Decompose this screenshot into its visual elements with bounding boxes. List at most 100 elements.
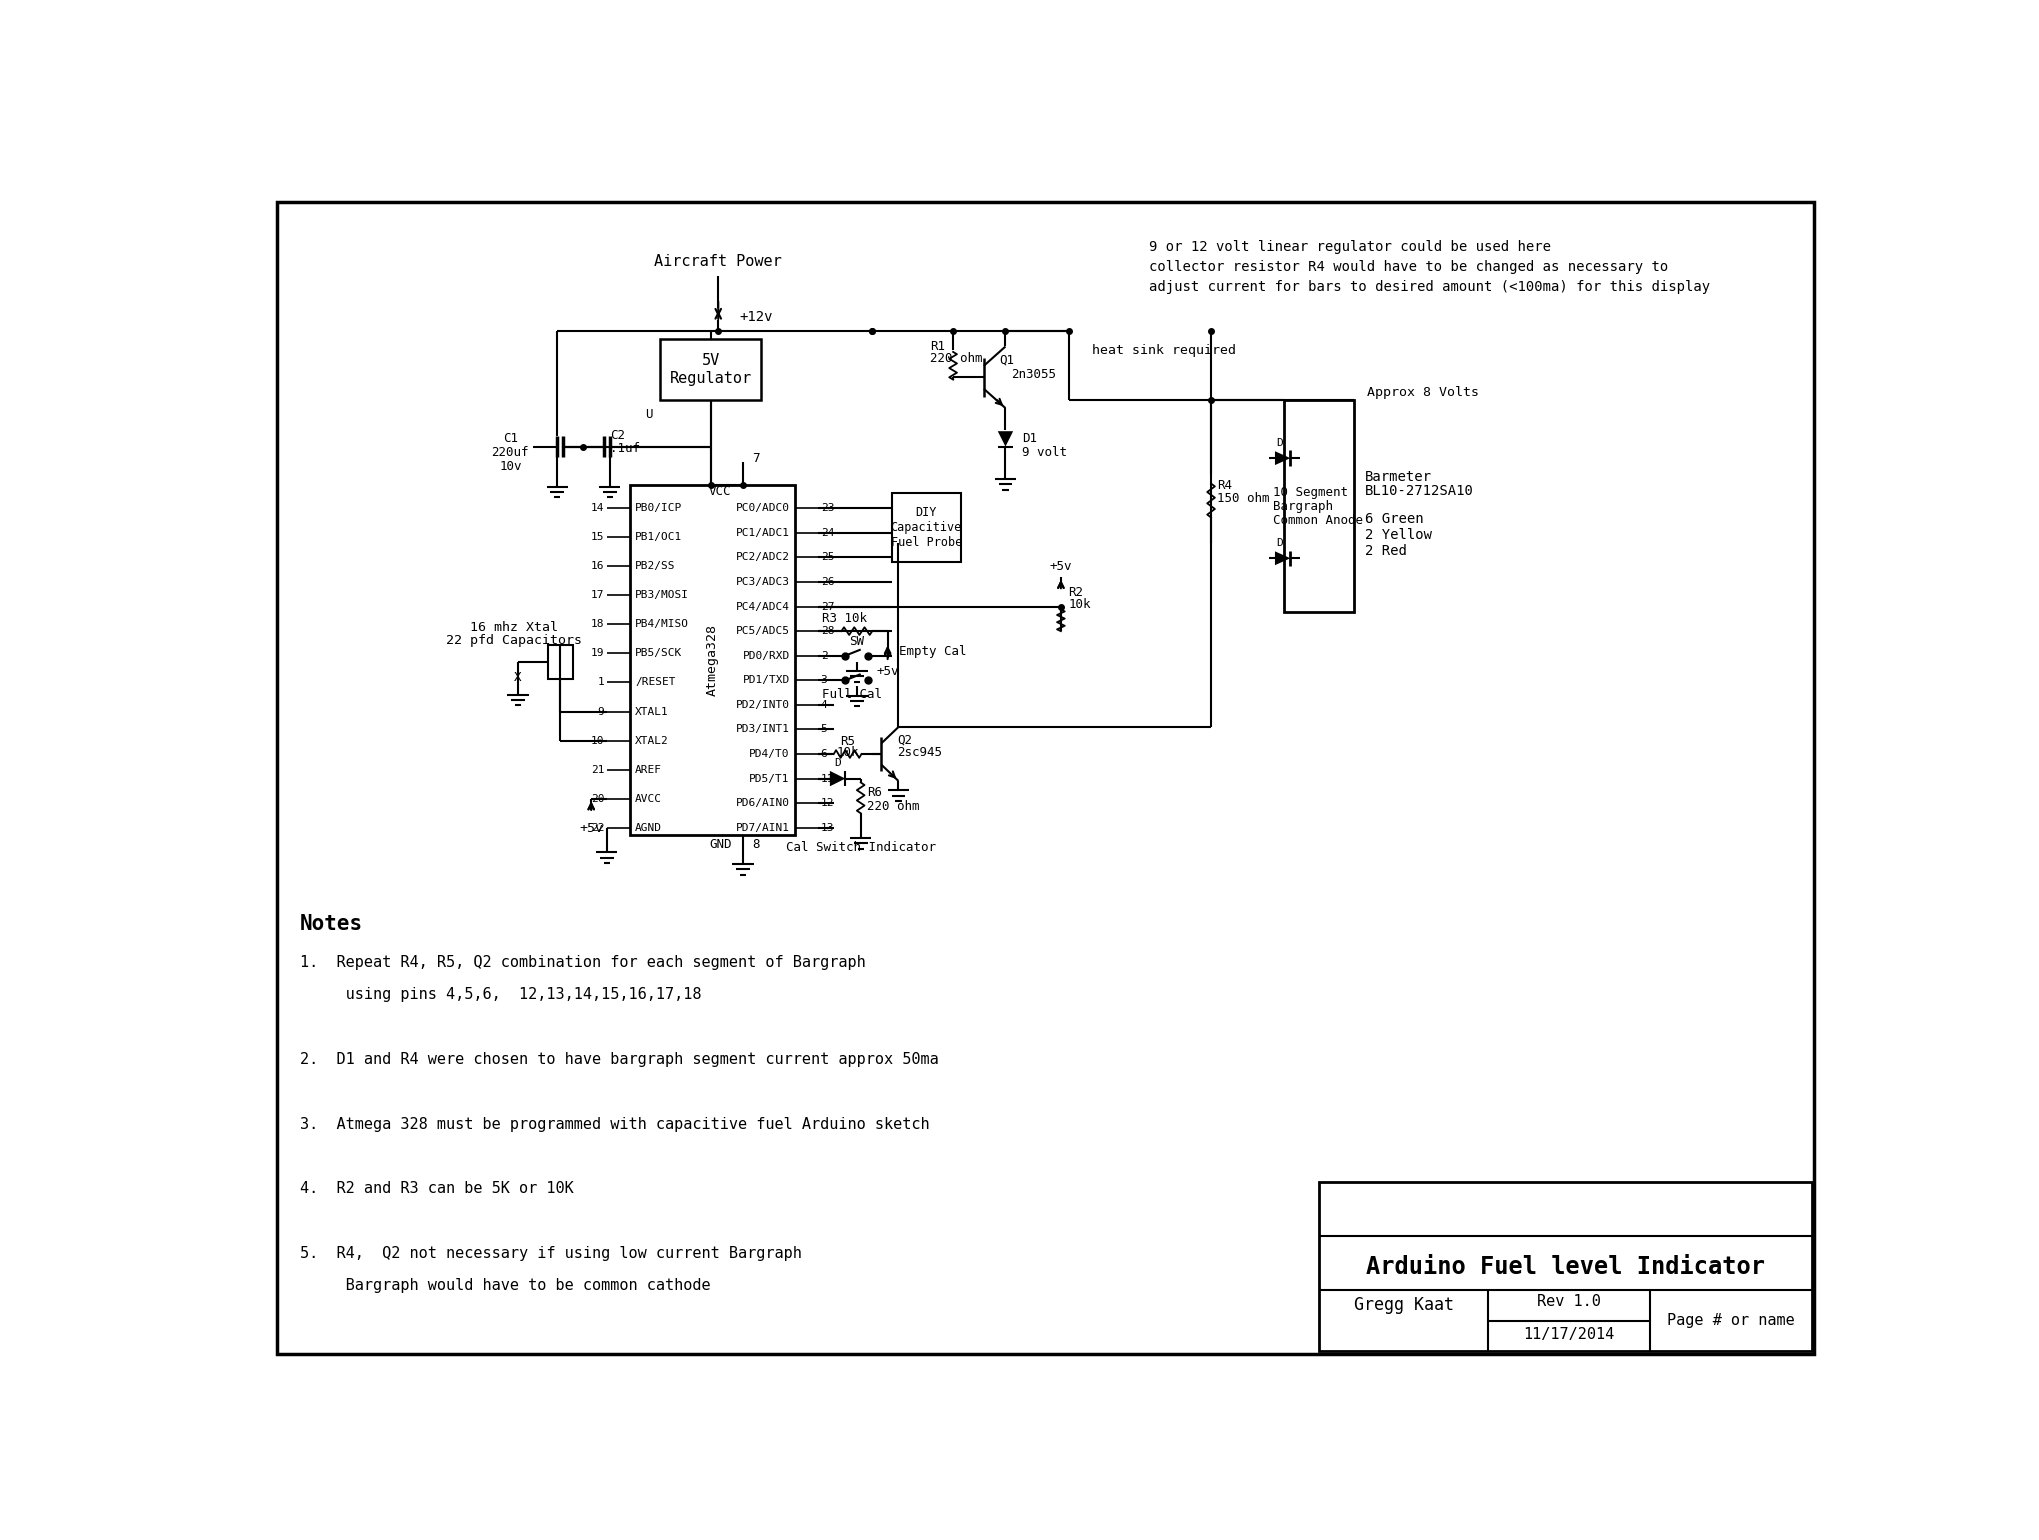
Text: PC5/ADC5: PC5/ADC5	[736, 627, 789, 636]
Text: Empty Cal: Empty Cal	[899, 645, 966, 658]
Text: 27: 27	[820, 602, 834, 611]
Text: 11: 11	[820, 773, 834, 784]
Text: 11/17/2014: 11/17/2014	[1523, 1327, 1615, 1341]
Text: 6: 6	[820, 748, 828, 759]
Text: 14: 14	[591, 504, 604, 513]
Text: 2n3055: 2n3055	[1011, 368, 1056, 380]
Text: PB5/SCK: PB5/SCK	[634, 648, 681, 659]
Bar	[891, 493, 960, 562]
Text: C1: C1	[502, 433, 518, 445]
Text: 10k: 10k	[1068, 599, 1091, 611]
Text: PD1/TXD: PD1/TXD	[742, 675, 789, 685]
Text: Barmeter: Barmeter	[1364, 470, 1431, 485]
Text: PD4/T0: PD4/T0	[748, 748, 789, 759]
Text: PD0/RXD: PD0/RXD	[742, 651, 789, 661]
Text: PB2/SS: PB2/SS	[634, 561, 675, 571]
Text: SW: SW	[848, 636, 865, 648]
Text: PC3/ADC3: PC3/ADC3	[736, 578, 789, 587]
Text: XTAL2: XTAL2	[634, 736, 669, 745]
Text: 15: 15	[591, 533, 604, 542]
Text: 220 ohm: 220 ohm	[867, 799, 920, 813]
Text: 4: 4	[820, 699, 828, 710]
Text: 2.  D1 and R4 were chosen to have bargraph segment current approx 50ma: 2. D1 and R4 were chosen to have bargrap…	[300, 1052, 938, 1067]
Polygon shape	[830, 772, 844, 787]
Text: Common Anode: Common Anode	[1272, 514, 1362, 527]
Text: Arduino Fuel level Indicator: Arduino Fuel level Indicator	[1364, 1255, 1764, 1278]
Text: R6: R6	[867, 785, 881, 799]
Text: VCC: VCC	[710, 485, 732, 497]
Text: PD3/INT1: PD3/INT1	[736, 724, 789, 735]
Text: GND: GND	[710, 838, 732, 850]
Text: 1: 1	[597, 678, 604, 687]
Text: R4: R4	[1217, 479, 1232, 491]
Text: 22: 22	[591, 822, 604, 833]
Text: PB1/OC1: PB1/OC1	[634, 533, 681, 542]
Text: 150 ohm: 150 ohm	[1217, 493, 1268, 505]
Text: Atmega328: Atmega328	[705, 624, 718, 696]
Text: Notes: Notes	[300, 915, 363, 933]
Text: Q2: Q2	[897, 733, 911, 747]
Text: 9: 9	[597, 707, 604, 716]
Text: 16 mhz Xtal: 16 mhz Xtal	[469, 621, 559, 634]
Text: DIY
Capacitive
Fuel Probe: DIY Capacitive Fuel Probe	[891, 507, 960, 548]
Text: adjust current for bars to desired amount (<100ma) for this display: adjust current for bars to desired amoun…	[1148, 280, 1711, 294]
Text: Cal Switch Indicator: Cal Switch Indicator	[785, 841, 936, 855]
Text: 7: 7	[752, 451, 761, 465]
Text: 8: 8	[752, 838, 761, 852]
Text: 16: 16	[591, 561, 604, 571]
Text: 10: 10	[591, 736, 604, 745]
Text: +5v: +5v	[1050, 561, 1073, 573]
Text: Rev 1.0: Rev 1.0	[1537, 1294, 1601, 1309]
Text: 12: 12	[820, 798, 834, 808]
Text: 220uf: 220uf	[491, 447, 528, 459]
Text: D: D	[834, 758, 840, 768]
Text: Gregg Kaat: Gregg Kaat	[1354, 1297, 1454, 1314]
Text: PB3/MOSI: PB3/MOSI	[634, 590, 689, 601]
Text: 26: 26	[820, 578, 834, 587]
Text: D: D	[1276, 437, 1283, 448]
Text: AREF: AREF	[634, 765, 663, 775]
Text: 220 ohm: 220 ohm	[930, 351, 983, 365]
Text: 1.  Repeat R4, R5, Q2 combination for each segment of Bargraph: 1. Repeat R4, R5, Q2 combination for eac…	[300, 955, 865, 970]
Text: 10v: 10v	[500, 460, 522, 473]
Text: X: X	[514, 671, 522, 684]
Text: heat sink required: heat sink required	[1091, 343, 1236, 357]
Text: .1uf: .1uf	[610, 442, 640, 456]
Text: 3: 3	[820, 675, 828, 685]
Bar	[1285, 400, 1352, 611]
Text: PC4/ADC4: PC4/ADC4	[736, 602, 789, 611]
Text: Aircraft Power: Aircraft Power	[655, 254, 781, 270]
Text: 9 or 12 volt linear regulator could be used here: 9 or 12 volt linear regulator could be u…	[1148, 240, 1552, 254]
Text: 10k: 10k	[836, 745, 858, 759]
Text: using pins 4,5,6,  12,13,14,15,16,17,18: using pins 4,5,6, 12,13,14,15,16,17,18	[300, 987, 701, 1003]
Text: 18: 18	[591, 619, 604, 630]
Text: collector resistor R4 would have to be changed as necessary to: collector resistor R4 would have to be c…	[1148, 260, 1668, 274]
Text: 25: 25	[820, 553, 834, 562]
Bar	[661, 339, 761, 400]
Text: 3.  Atmega 328 must be programmed with capacitive fuel Arduino sketch: 3. Atmega 328 must be programmed with ca…	[300, 1116, 930, 1132]
Text: R3 10k: R3 10k	[822, 613, 867, 625]
Text: 9 volt: 9 volt	[1022, 447, 1066, 459]
Text: +5v: +5v	[877, 665, 899, 679]
Text: 19: 19	[591, 648, 604, 659]
Text: 5: 5	[820, 724, 828, 735]
Text: 28: 28	[820, 627, 834, 636]
Text: 17: 17	[591, 590, 604, 601]
Text: +5v: +5v	[579, 822, 604, 835]
Text: Q1: Q1	[999, 354, 1013, 367]
Text: Full Cal: Full Cal	[822, 688, 881, 701]
Text: R5: R5	[840, 735, 854, 748]
Text: Bargraph: Bargraph	[1272, 500, 1331, 513]
Text: AVCC: AVCC	[634, 793, 663, 804]
Text: Bargraph would have to be common cathode: Bargraph would have to be common cathode	[300, 1278, 710, 1294]
Text: PC1/ADC1: PC1/ADC1	[736, 528, 789, 537]
Text: XTAL1: XTAL1	[634, 707, 669, 716]
Text: C2: C2	[610, 428, 626, 442]
Text: +12v: +12v	[738, 310, 773, 325]
Text: 5.  R4,  Q2 not necessary if using low current Bargraph: 5. R4, Q2 not necessary if using low cur…	[300, 1246, 801, 1261]
Text: 10 Segment: 10 Segment	[1272, 487, 1348, 499]
Text: AGND: AGND	[634, 822, 663, 833]
Text: 2: 2	[820, 651, 828, 661]
Text: 21: 21	[591, 765, 604, 775]
Text: R2: R2	[1068, 587, 1083, 599]
